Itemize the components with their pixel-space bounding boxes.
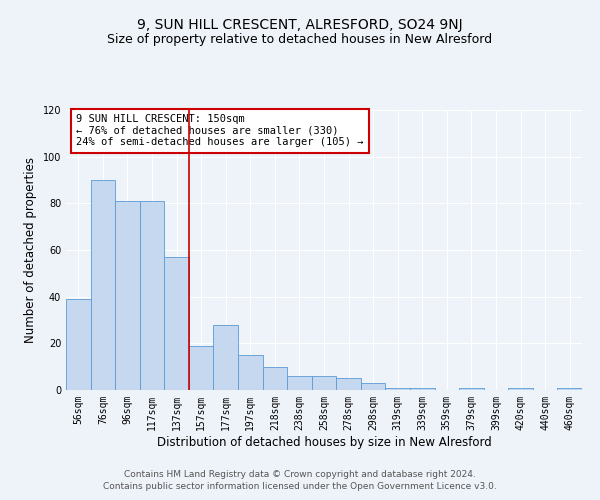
Bar — [361, 383, 385, 390]
Bar — [508, 388, 533, 390]
Text: Contains public sector information licensed under the Open Government Licence v3: Contains public sector information licen… — [103, 482, 497, 491]
Text: Contains HM Land Registry data © Crown copyright and database right 2024.: Contains HM Land Registry data © Crown c… — [124, 470, 476, 479]
Text: 9, SUN HILL CRESCENT, ALRESFORD, SO24 9NJ: 9, SUN HILL CRESCENT, ALRESFORD, SO24 9N… — [137, 18, 463, 32]
Text: 9 SUN HILL CRESCENT: 150sqm
← 76% of detached houses are smaller (330)
24% of se: 9 SUN HILL CRESCENT: 150sqm ← 76% of det… — [76, 114, 364, 148]
Bar — [385, 388, 410, 390]
Bar — [557, 388, 582, 390]
X-axis label: Distribution of detached houses by size in New Alresford: Distribution of detached houses by size … — [157, 436, 491, 448]
Bar — [189, 346, 214, 390]
Bar — [410, 388, 434, 390]
Bar — [263, 366, 287, 390]
Bar — [91, 180, 115, 390]
Bar — [238, 355, 263, 390]
Bar — [336, 378, 361, 390]
Bar — [214, 324, 238, 390]
Text: Size of property relative to detached houses in New Alresford: Size of property relative to detached ho… — [107, 32, 493, 46]
Bar — [459, 388, 484, 390]
Bar — [66, 299, 91, 390]
Bar — [140, 201, 164, 390]
Y-axis label: Number of detached properties: Number of detached properties — [24, 157, 37, 343]
Bar — [164, 257, 189, 390]
Bar — [312, 376, 336, 390]
Bar — [287, 376, 312, 390]
Bar — [115, 201, 140, 390]
